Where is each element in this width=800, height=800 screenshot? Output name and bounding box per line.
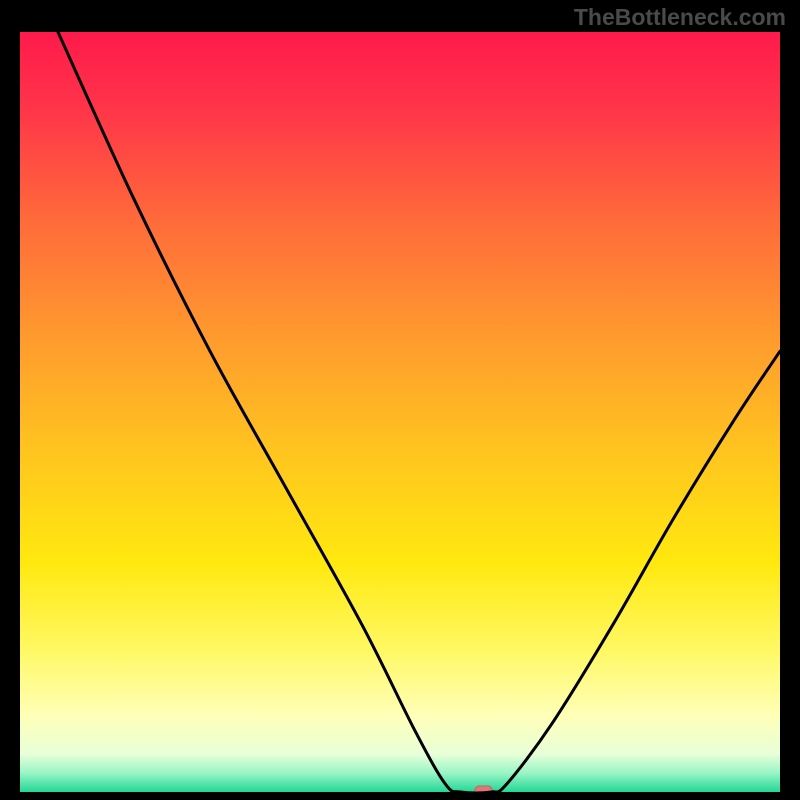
bottleneck-chart: [20, 32, 780, 792]
chart-background: [20, 32, 780, 792]
chart-svg: [20, 32, 780, 792]
watermark-text: TheBottleneck.com: [574, 4, 786, 31]
